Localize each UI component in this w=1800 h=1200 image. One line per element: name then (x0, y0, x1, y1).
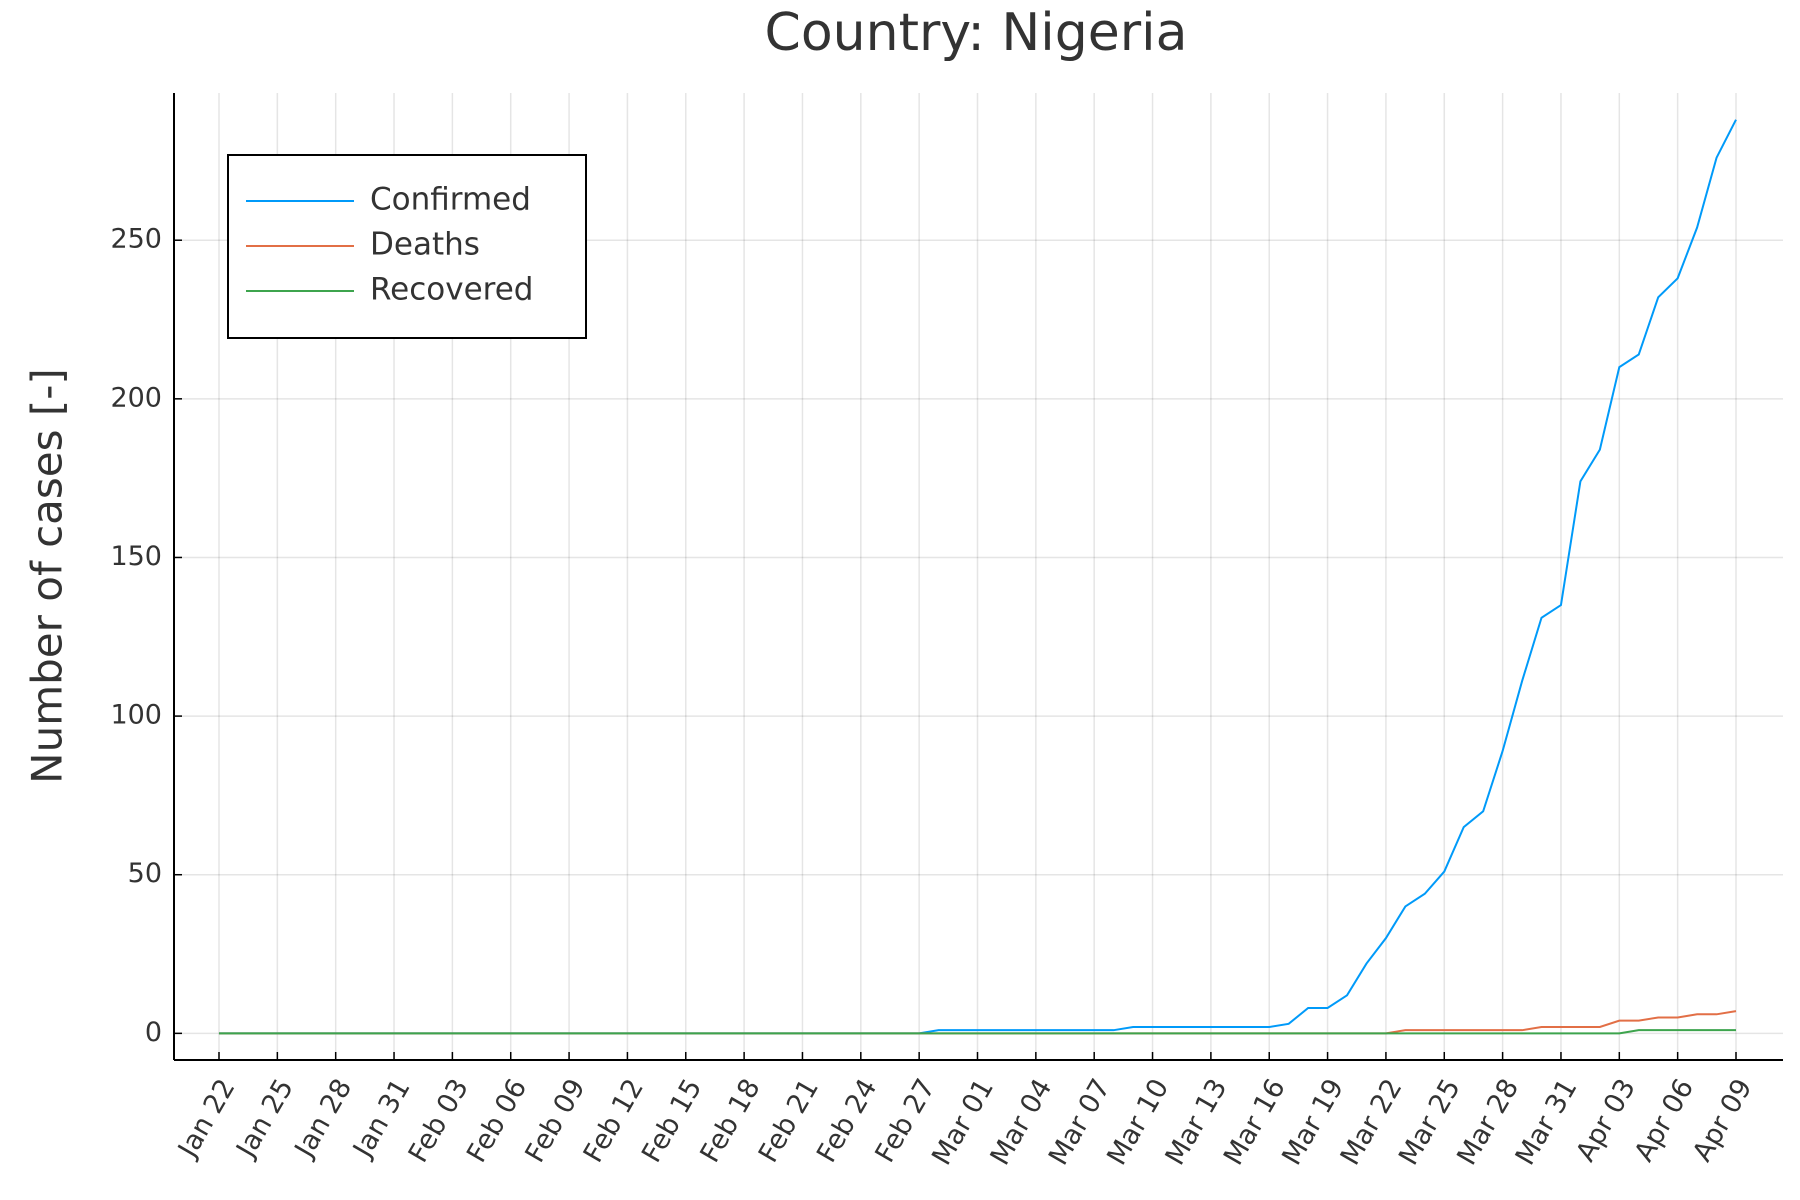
legend-label: Recovered (370, 272, 533, 308)
y-tick-label: 0 (145, 1017, 162, 1048)
y-tick-label: 50 (128, 858, 162, 889)
chart-title: Country: Nigeria (765, 3, 1188, 63)
y-tick-label: 200 (110, 382, 162, 413)
x-tick-label: Jan 25 (230, 1074, 300, 1164)
legend-label: Deaths (370, 227, 480, 263)
x-tick-label: Jan 22 (171, 1074, 241, 1164)
series-line (219, 1029, 1736, 1035)
y-tick-label: 150 (110, 541, 162, 572)
y-tick-label: 100 (110, 700, 162, 731)
y-axis-label: Number of cases [-] (23, 368, 72, 784)
legend-label: Confirmed (370, 182, 531, 218)
x-tick-label: Jan 28 (288, 1074, 358, 1164)
x-tick-label: Apr 09 (1687, 1074, 1759, 1167)
y-tick-label: 250 (110, 224, 162, 255)
